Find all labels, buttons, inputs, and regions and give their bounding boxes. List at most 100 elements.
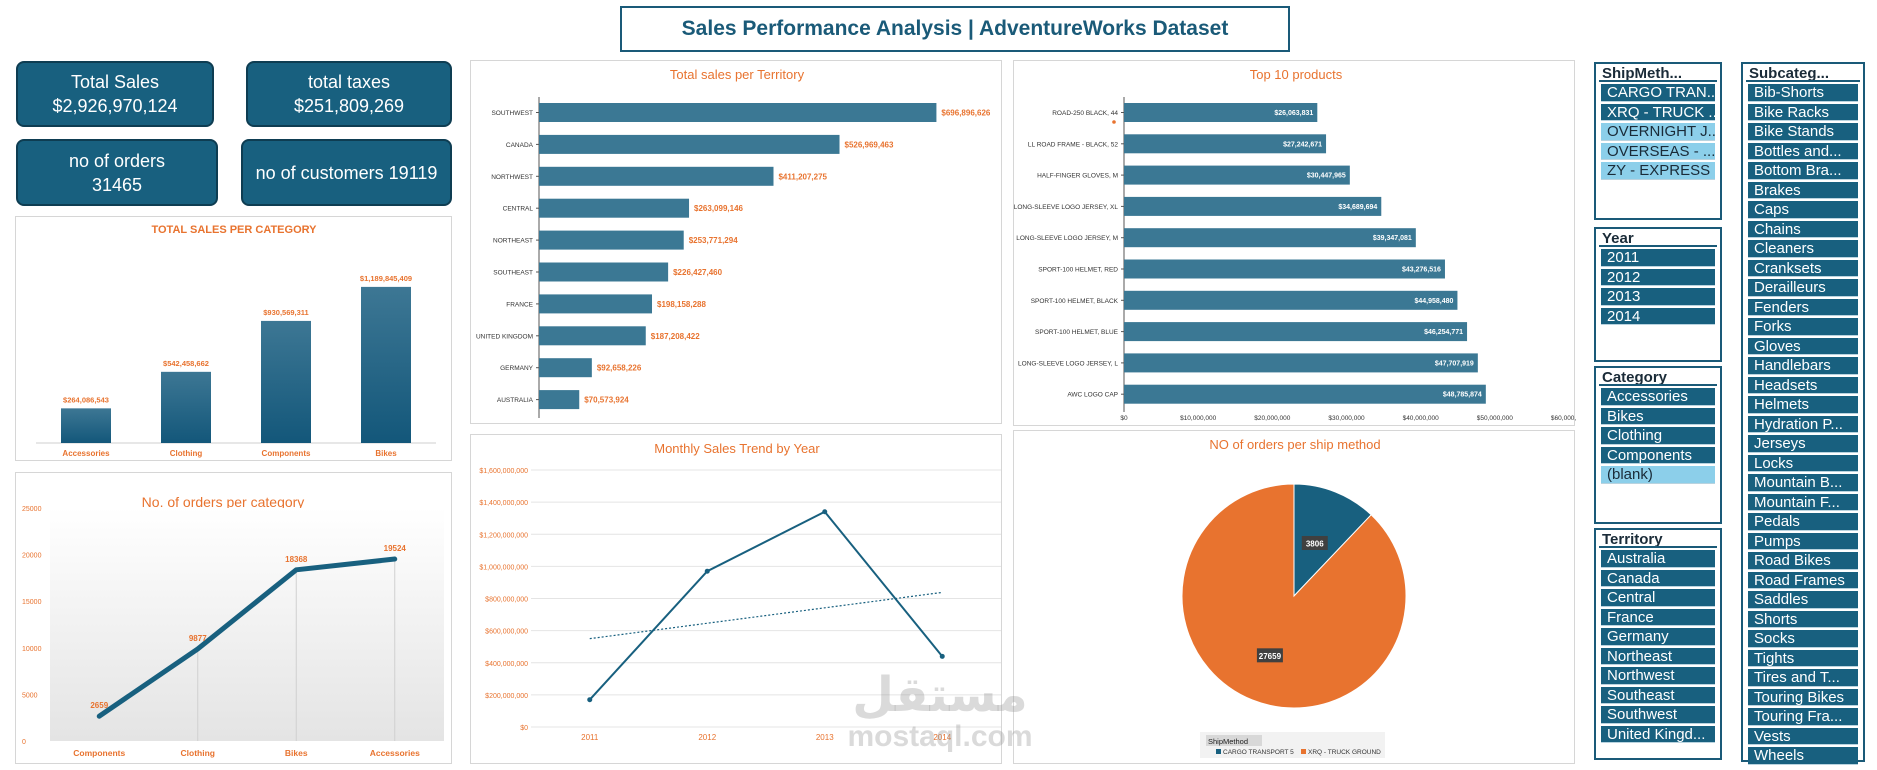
- slicer-item[interactable]: Southeast: [1601, 686, 1715, 704]
- bar: [1124, 384, 1486, 404]
- ship-method-panel[interactable]: NO of orders per ship method 3806 27659 Shi…: [1013, 430, 1575, 764]
- slicer-item[interactable]: Cranksets: [1748, 259, 1858, 277]
- slicer-item[interactable]: Headsets: [1748, 376, 1858, 394]
- slicer-item[interactable]: Mountain F...: [1748, 493, 1858, 511]
- kpi-customers-text: no of customers 19119: [255, 162, 438, 183]
- kpi-customers[interactable]: no of customers 19119: [241, 139, 452, 206]
- kpi-total-sales[interactable]: Total Sales $2,926,970,124: [16, 61, 214, 127]
- slicer-item[interactable]: Bike Stands: [1748, 123, 1858, 141]
- slicer-item[interactable]: France: [1601, 608, 1715, 626]
- orders-per-category-chart: No. of orders per category 0 5000 10000 1500…: [22, 494, 444, 758]
- slicer-item[interactable]: Gloves: [1748, 337, 1858, 355]
- slicer-item[interactable]: CARGO TRAN...: [1601, 84, 1715, 102]
- slicer-item[interactable]: Southwest: [1601, 706, 1715, 724]
- legend-swatch: [1301, 749, 1306, 754]
- slicer-item[interactable]: Australia: [1601, 550, 1715, 568]
- slicer-year[interactable]: Year 2011 2012 2013 2014: [1594, 227, 1722, 362]
- pie-slice: [1181, 483, 1407, 709]
- category-sales-panel[interactable]: TOTAL SALES PER CATEGORY $264,086,543 Acce…: [15, 216, 452, 461]
- data-label: $1,189,845,409: [360, 274, 412, 283]
- slicer-item[interactable]: Hydration P...: [1748, 415, 1858, 433]
- slicer-item[interactable]: Vests: [1748, 727, 1858, 745]
- chart-title: Monthly Sales Trend by Year: [654, 441, 820, 456]
- data-label-bg: [1256, 648, 1283, 663]
- slicer-item[interactable]: Pumps: [1748, 532, 1858, 550]
- series-line: [589, 510, 944, 701]
- slicer-shipmethod[interactable]: ShipMeth... CARGO TRAN... XRQ - TRUCK ...…: [1594, 62, 1722, 220]
- slicer-item[interactable]: Helmets: [1748, 396, 1858, 414]
- y-tick-label: $600,000,000: [485, 629, 528, 636]
- slicer-item[interactable]: Touring Bikes: [1748, 688, 1858, 706]
- slicer-item[interactable]: Central: [1601, 589, 1715, 607]
- monthly-trend-panel[interactable]: Monthly Sales Trend by Year $0 $200,000,00…: [470, 434, 1002, 764]
- slicer-item[interactable]: Bottom Bra...: [1748, 162, 1858, 180]
- slicer-item[interactable]: (blank): [1601, 466, 1715, 484]
- slicer-item[interactable]: Bib-Shorts: [1748, 84, 1858, 102]
- slicer-item[interactable]: OVERSEAS - ...: [1601, 142, 1715, 160]
- slicer-item[interactable]: Clothing: [1601, 427, 1715, 445]
- slicer-item[interactable]: Socks: [1748, 630, 1858, 648]
- slicer-item[interactable]: XRQ - TRUCK ...: [1601, 103, 1715, 121]
- slicer-item[interactable]: Bikes: [1601, 407, 1715, 425]
- legend-title: ShipMethod: [1208, 737, 1248, 746]
- x-tick-label: Accessories: [370, 748, 420, 758]
- slicer-item[interactable]: Wheels: [1748, 747, 1858, 765]
- slicer-item[interactable]: Canada: [1601, 569, 1715, 587]
- top-products-panel[interactable]: Top 10 products ROAD-250 BLACK, 44 $26,063…: [1013, 60, 1587, 426]
- slicer-item[interactable]: Northwest: [1601, 667, 1715, 685]
- territory-sales-panel[interactable]: Total sales per Territory SOUTHWEST $696,8…: [470, 60, 1002, 424]
- slicer-item[interactable]: 2012: [1601, 268, 1715, 286]
- slicer-item[interactable]: Germany: [1601, 628, 1715, 646]
- slicer-item[interactable]: Derailleurs: [1748, 279, 1858, 297]
- slicer-item[interactable]: Bottles and...: [1748, 142, 1858, 160]
- slicer-item[interactable]: Tires and T...: [1748, 669, 1858, 687]
- slicer-item[interactable]: Handlebars: [1748, 357, 1858, 375]
- territory-sales-chart: Total sales per Territory SOUTHWEST $696,8…: [476, 67, 991, 418]
- slicer-item[interactable]: Forks: [1748, 318, 1858, 336]
- bar: [539, 358, 592, 378]
- bar: [1124, 196, 1382, 216]
- slicer-item[interactable]: Brakes: [1748, 181, 1858, 199]
- kpi-total-taxes[interactable]: total taxes $251,809,269: [246, 61, 452, 127]
- slicer-item[interactable]: Pedals: [1748, 513, 1858, 531]
- plot-background: [50, 508, 444, 741]
- slicer-item[interactable]: Locks: [1748, 454, 1858, 472]
- slicer-item[interactable]: United Kingd...: [1601, 725, 1715, 743]
- bar: [539, 198, 690, 218]
- slicer-item[interactable]: Road Bikes: [1748, 552, 1858, 570]
- kpi-total-sales-value: $2,926,970,124: [52, 96, 178, 116]
- slicer-item[interactable]: OVERNIGHT J...: [1601, 123, 1715, 141]
- monthly-trend-chart: Monthly Sales Trend by Year $0 $200,000,00…: [479, 441, 1001, 742]
- slicer-shipmethod-list: CARGO TRAN... XRQ - TRUCK ... OVERNIGHT J.…: [1596, 84, 1720, 180]
- slicer-item[interactable]: 2013: [1601, 288, 1715, 306]
- category-label: SPORT-100 HELMET, RED: [1038, 267, 1118, 274]
- slicer-item[interactable]: Jerseys: [1748, 435, 1858, 453]
- slicer-item[interactable]: Bike Racks: [1748, 103, 1858, 121]
- slicer-item[interactable]: Chains: [1748, 220, 1858, 238]
- slicer-item[interactable]: Northeast: [1601, 647, 1715, 665]
- slicer-category[interactable]: Category Accessories Bikes Clothing Compone…: [1594, 366, 1722, 524]
- slicer-item[interactable]: 2011: [1601, 249, 1715, 267]
- slicer-item[interactable]: Road Frames: [1748, 571, 1858, 589]
- slicer-item[interactable]: Touring Fra...: [1748, 708, 1858, 726]
- category-label: ROAD-250 BLACK, 44: [1052, 110, 1118, 117]
- slicer-item[interactable]: Fenders: [1748, 298, 1858, 316]
- bar: [539, 262, 669, 282]
- slicer-item[interactable]: Components: [1601, 446, 1715, 464]
- slicer-item[interactable]: 2014: [1601, 307, 1715, 325]
- slicer-item[interactable]: Accessories: [1601, 388, 1715, 406]
- slicer-territory[interactable]: Territory Australia Canada Central France Ge…: [1594, 528, 1722, 760]
- slicer-year-list: 2011 2012 2013 2014: [1596, 249, 1720, 325]
- orders-per-category-panel[interactable]: No. of orders per category 0 5000 10000 1500…: [15, 472, 452, 764]
- slicer-item[interactable]: Cleaners: [1748, 240, 1858, 258]
- slicer-item[interactable]: Mountain B...: [1748, 474, 1858, 492]
- slicer-subcategory[interactable]: Subcateg... Bib-Shorts Bike Racks Bike Sta…: [1741, 62, 1865, 765]
- slicer-item[interactable]: Saddles: [1748, 591, 1858, 609]
- slicer-item[interactable]: Tights: [1748, 649, 1858, 667]
- slicer-item[interactable]: Caps: [1748, 201, 1858, 219]
- data-label: $542,458,662: [163, 359, 209, 368]
- bar: [161, 371, 211, 443]
- kpi-orders[interactable]: no of orders 31465: [16, 139, 218, 206]
- slicer-item[interactable]: Shorts: [1748, 610, 1858, 628]
- slicer-item[interactable]: ZY - EXPRESS: [1601, 162, 1715, 180]
